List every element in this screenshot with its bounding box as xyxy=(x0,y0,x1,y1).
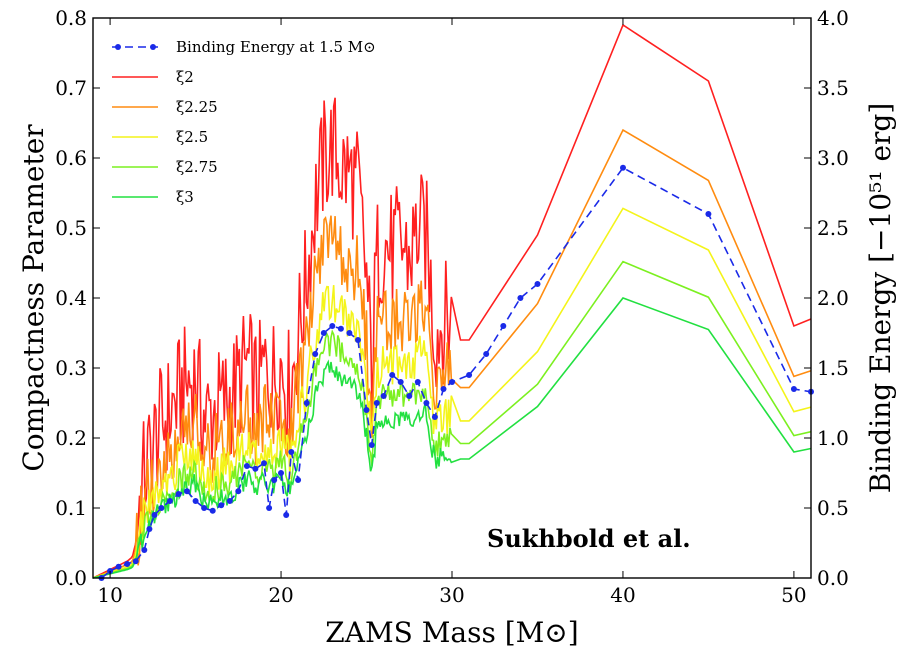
binding-energy-point xyxy=(243,463,250,469)
binding-energy-point xyxy=(124,561,131,567)
binding-energy-point xyxy=(346,330,353,336)
binding-energy-point xyxy=(534,281,541,287)
binding-energy-point xyxy=(431,414,438,420)
y2-tick-label: 2.5 xyxy=(817,216,849,240)
binding-energy-point xyxy=(483,351,490,357)
binding-energy-point xyxy=(192,498,199,504)
binding-energy-point xyxy=(790,386,797,392)
series-line-4 xyxy=(92,297,812,579)
legend: Binding Energy at 1.5 M⊙ ξ2 ξ2.25 ξ2.5 ξ2.75… xyxy=(112,38,376,206)
legend-marker xyxy=(115,44,121,50)
binding-energy-point xyxy=(320,330,327,336)
binding-energy-point xyxy=(368,442,375,448)
y-tick-label: 0.6 xyxy=(55,146,87,170)
series-line-2 xyxy=(92,207,812,579)
binding-energy-point xyxy=(397,379,404,385)
binding-energy-point xyxy=(414,379,421,385)
binding-energy-point xyxy=(141,547,148,553)
x-tick-label: 10 xyxy=(97,583,122,607)
y-tick-label: 0.5 xyxy=(55,216,87,240)
binding-energy-point xyxy=(355,337,361,343)
legend-label: ξ2 xyxy=(176,68,194,86)
binding-energy-point xyxy=(449,379,455,385)
binding-energy-point xyxy=(209,507,216,514)
legend-label: ξ2.25 xyxy=(176,98,218,116)
binding-energy-point xyxy=(266,505,273,511)
binding-energy-point xyxy=(406,393,413,399)
source-annotation: Sukhbold et al. xyxy=(487,524,691,553)
binding-energy-point xyxy=(252,465,259,472)
binding-energy-point xyxy=(466,372,473,378)
y2-tick-label: 0.0 xyxy=(817,566,849,590)
binding-energy-point xyxy=(283,512,290,518)
binding-energy-markers xyxy=(98,164,814,581)
y-tick-label: 0.0 xyxy=(55,566,87,590)
binding-energy-point xyxy=(271,477,278,483)
binding-energy-point xyxy=(175,491,182,497)
binding-energy-point xyxy=(132,558,139,565)
legend-label: ξ2.5 xyxy=(176,128,208,146)
binding-energy-point xyxy=(363,407,370,413)
legend-label: ξ3 xyxy=(176,188,194,206)
legend-label: Binding Energy at 1.5 M⊙ xyxy=(176,38,376,56)
y2-tick-label: 3.5 xyxy=(817,76,849,100)
binding-energy-point xyxy=(218,502,225,509)
y-tick-label: 0.8 xyxy=(55,6,87,30)
x-tick-label: 50 xyxy=(781,583,806,607)
binding-energy-point xyxy=(158,505,165,511)
binding-energy-point xyxy=(288,449,295,455)
y2-tick-label: 3.0 xyxy=(817,146,849,170)
binding-energy-point xyxy=(329,323,336,329)
y-tick-label: 0.1 xyxy=(55,496,87,520)
y2-tick-label: 0.5 xyxy=(817,496,849,520)
x-axis-label: ZAMS Mass [M⊙] xyxy=(325,616,578,649)
legend-label: ξ2.75 xyxy=(176,158,218,176)
binding-energy-line xyxy=(100,166,812,579)
binding-energy-point xyxy=(423,400,430,406)
x-tick-label: 40 xyxy=(610,583,635,607)
y2-tick-label: 1.0 xyxy=(817,426,849,450)
binding-energy-point xyxy=(226,498,233,504)
y2-axis-label: Binding Energy [−10⁵¹ erg] xyxy=(864,103,897,494)
y2-tick-label: 2.0 xyxy=(817,286,849,310)
binding-energy-point xyxy=(373,400,380,406)
binding-energy-point xyxy=(295,477,302,483)
binding-energy-point xyxy=(440,386,447,392)
y2-tick-label: 4.0 xyxy=(817,6,849,30)
binding-energy-point xyxy=(312,351,319,357)
binding-energy-point xyxy=(380,393,387,399)
binding-energy-point xyxy=(146,526,153,532)
x-tick-label: 20 xyxy=(268,583,293,607)
y-tick-label: 0.3 xyxy=(55,356,87,380)
binding-energy-point xyxy=(235,488,242,495)
binding-energy-point xyxy=(261,460,267,467)
binding-energy-point xyxy=(705,211,712,217)
binding-energy-point xyxy=(166,498,173,504)
binding-energy-point xyxy=(278,470,284,476)
y-tick-label: 0.7 xyxy=(55,76,87,100)
binding-energy-point xyxy=(303,400,310,406)
binding-energy-point xyxy=(201,505,208,511)
legend-marker xyxy=(150,44,156,50)
binding-energy-point xyxy=(389,372,396,378)
binding-energy-point xyxy=(184,488,190,495)
y-tick-label: 0.2 xyxy=(55,426,87,450)
y2-tick-label: 1.5 xyxy=(817,356,849,380)
binding-energy-point xyxy=(517,295,524,301)
binding-energy-point xyxy=(151,512,158,518)
binding-energy-point xyxy=(500,323,507,329)
y-axis-label: Compactness Parameter xyxy=(17,124,50,472)
binding-energy-point xyxy=(115,563,122,570)
binding-energy-point xyxy=(620,164,626,171)
binding-energy-point xyxy=(337,325,344,332)
x-tick-label: 30 xyxy=(439,583,464,607)
series-line-0 xyxy=(92,23,812,579)
y-tick-label: 0.4 xyxy=(55,286,87,310)
axis-ticks: 10 20 30 40 50 0.0 0.1 0.2 0.3 0.4 0.5 0.6 0.7 0.8 0.0… xyxy=(55,6,849,607)
